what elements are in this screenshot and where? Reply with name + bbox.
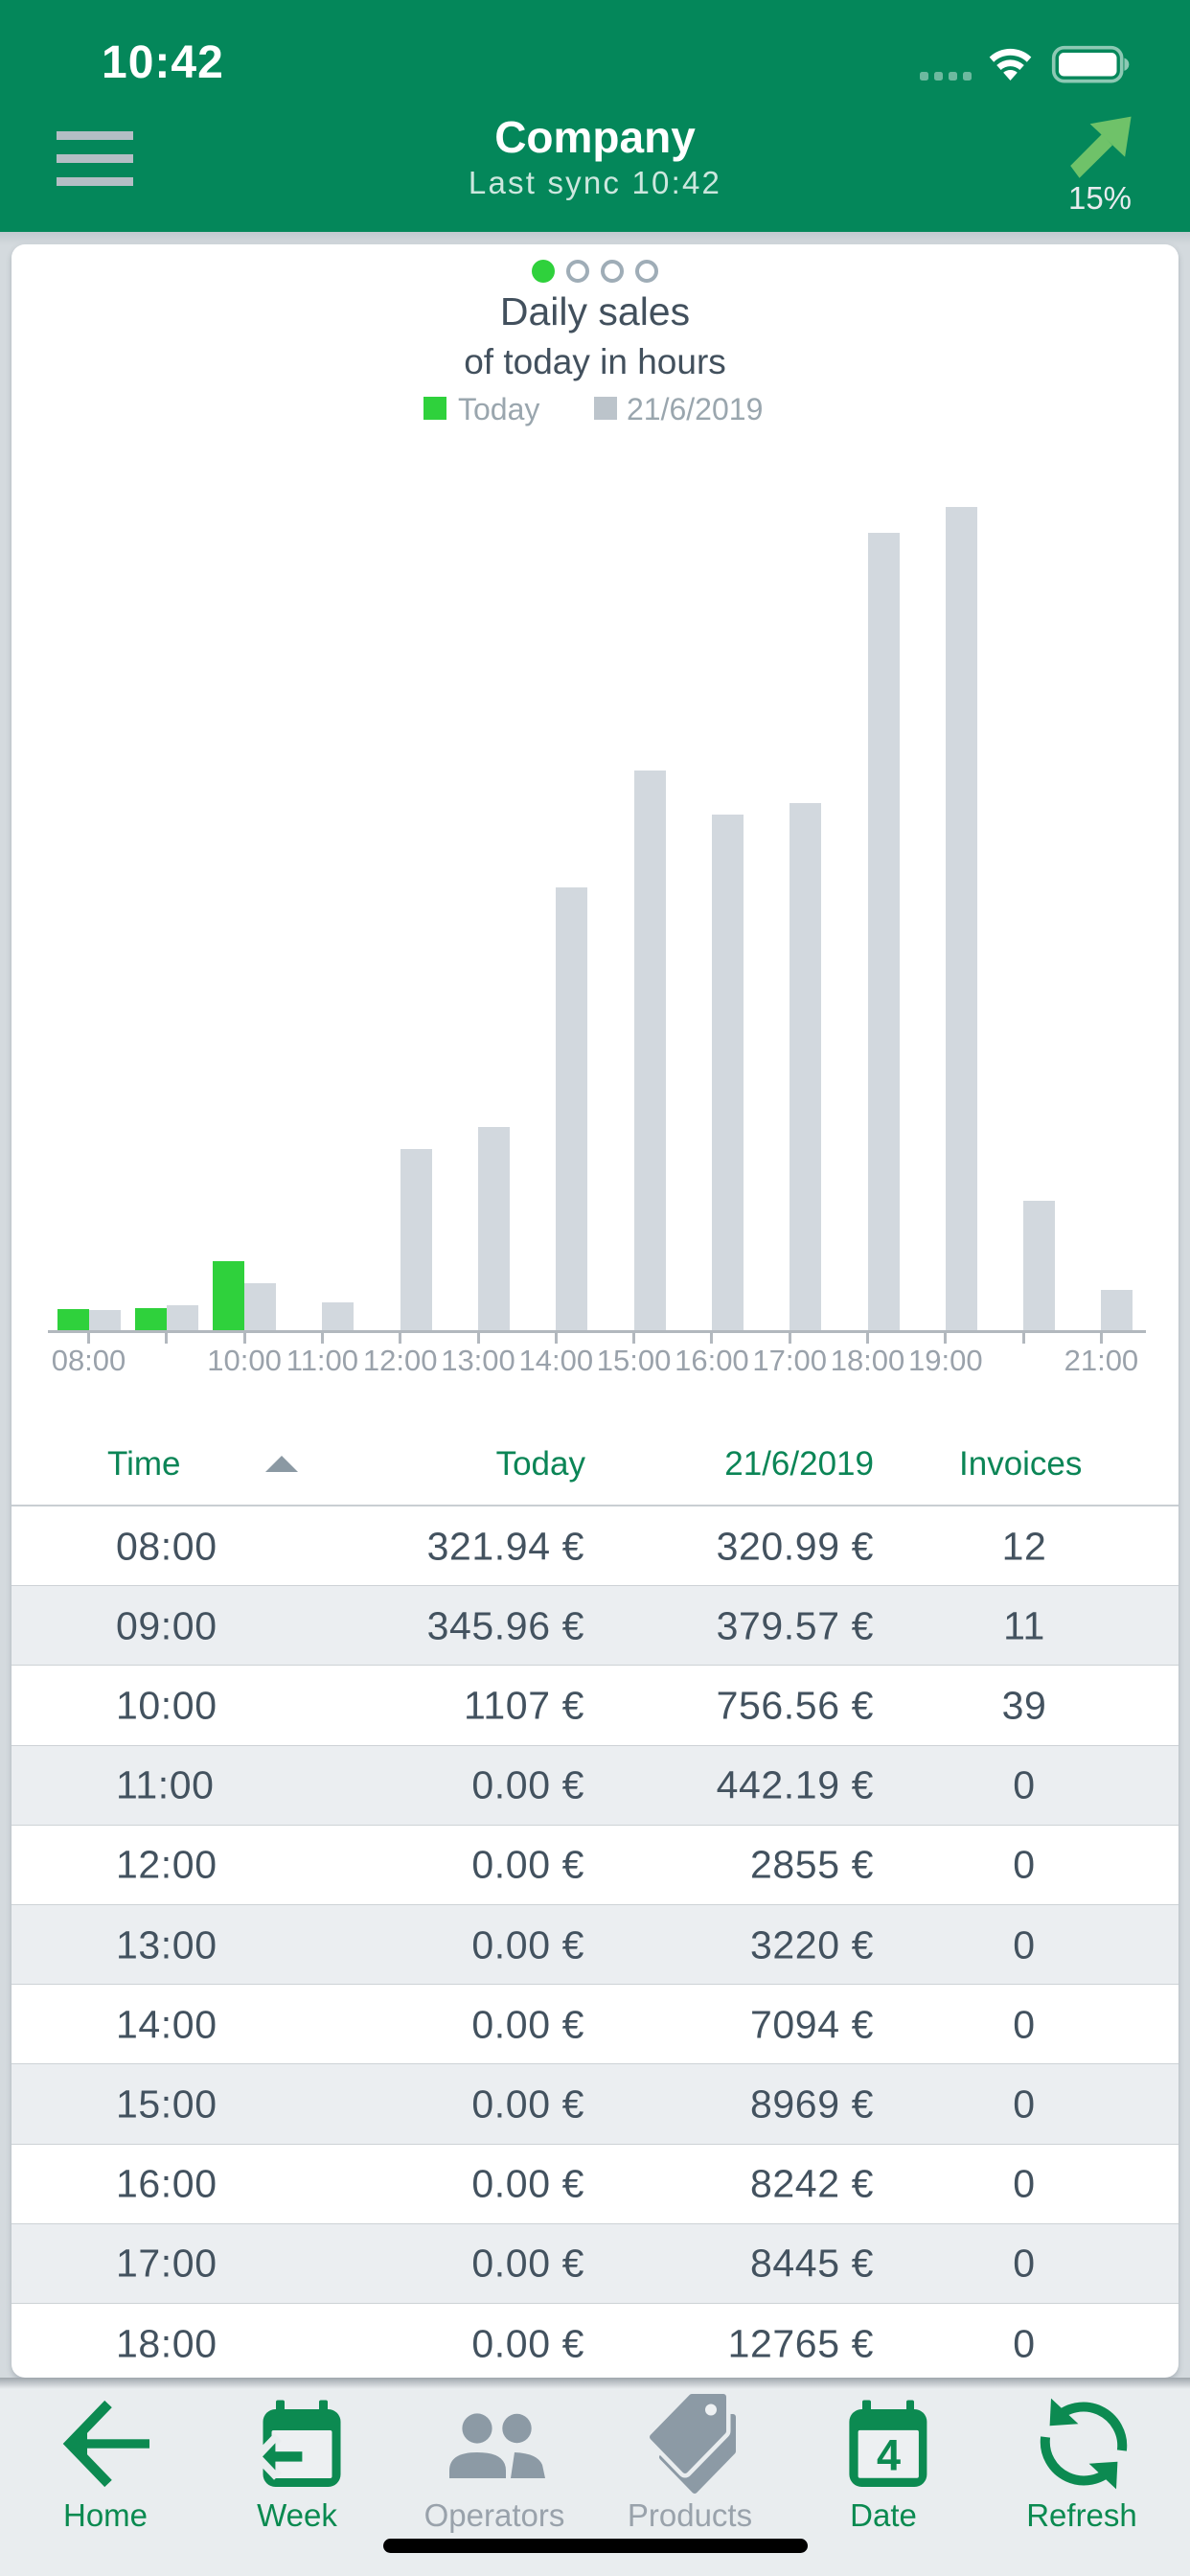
- svg-text:4: 4: [877, 2431, 901, 2480]
